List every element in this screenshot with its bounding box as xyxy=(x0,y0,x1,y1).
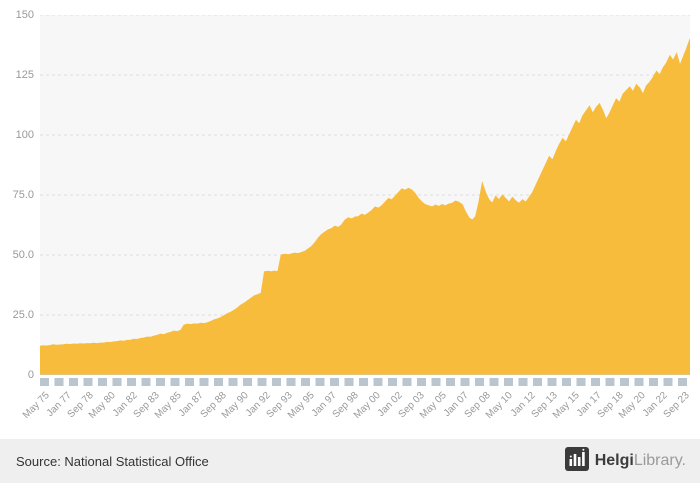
brand-text: HelgiLibrary. xyxy=(595,452,686,470)
helgi-library-logo[interactable]: HelgiLibrary. xyxy=(564,446,686,476)
brand-library: Library. xyxy=(633,452,686,469)
index-area-chart: 0 25.0 50.0 75.0 100 125 150 May 75 Jan 77 Sep 7… xyxy=(12,9,692,436)
x-axis-labels: May 75 Jan 77 Sep 78 May 80 Jan 82 Sep 83 May … xyxy=(21,390,692,436)
y-tick-label: 50.0 xyxy=(12,249,34,261)
y-tick-label: 75.0 xyxy=(12,189,34,201)
footer: Source: National Statistical Office Helg… xyxy=(0,439,700,483)
y-tick-label: 125 xyxy=(15,69,34,81)
y-tick-label: 150 xyxy=(15,9,34,21)
helgi-logo-icon xyxy=(564,446,589,476)
source-text: Source: National Statistical Office xyxy=(16,453,209,469)
plot-area xyxy=(40,15,690,375)
y-tick-label: 0 xyxy=(27,369,34,381)
area-series xyxy=(40,15,690,375)
x-axis-tick-blocks xyxy=(40,378,690,386)
y-tick-label: 25.0 xyxy=(12,309,34,321)
x-tick-label: May 75 xyxy=(20,390,52,421)
y-tick-label: 100 xyxy=(15,129,34,141)
brand-helgi: Helgi xyxy=(594,452,634,469)
